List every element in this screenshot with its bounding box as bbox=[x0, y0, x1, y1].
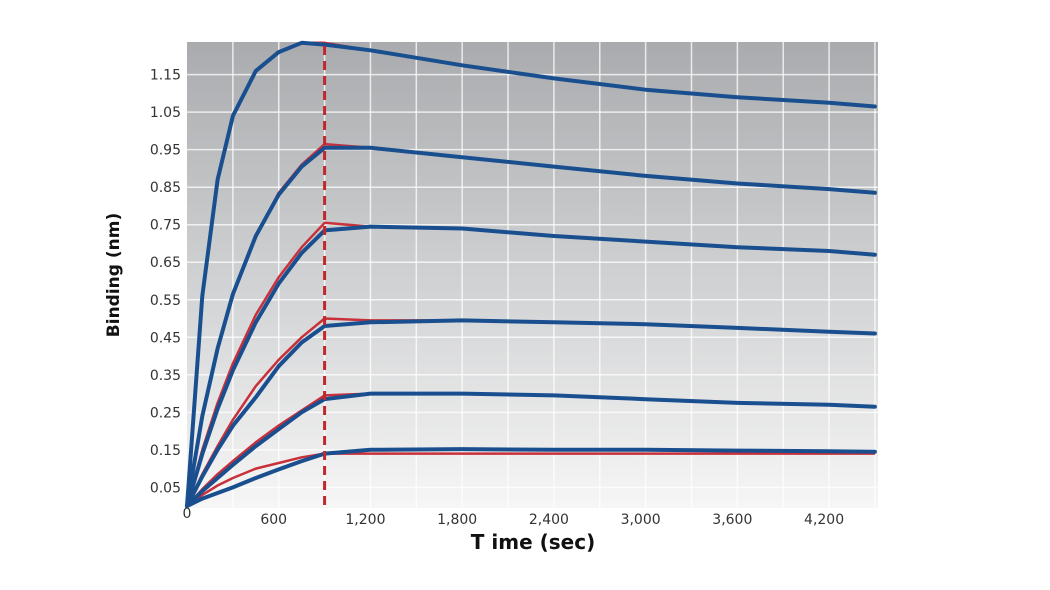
y-tick-label: 0.65 bbox=[150, 255, 181, 271]
y-tick-label: 0.35 bbox=[150, 368, 181, 384]
x-tick-label: 1,200 bbox=[345, 512, 385, 528]
data-curve-4 bbox=[185, 318, 877, 509]
y-tick-label: 0.45 bbox=[150, 330, 181, 346]
x-tick-label: 1,800 bbox=[437, 512, 477, 528]
data-curve-2 bbox=[185, 145, 877, 509]
y-axis-ticks: 0.05 0.15 0.25 0.35 0.45 0.55 0.65 0.75 0.85 0.95… bbox=[150, 68, 181, 497]
x-tick-label: 0 bbox=[183, 506, 192, 522]
y-axis-label: Binding (nm) bbox=[104, 213, 124, 337]
y-tick-label: 0.25 bbox=[150, 405, 181, 421]
x-tick-label: 4,200 bbox=[804, 512, 844, 528]
x-tick-label: 600 bbox=[260, 512, 287, 528]
y-tick-label: 0.55 bbox=[150, 293, 181, 309]
y-tick-label: 1.15 bbox=[150, 68, 181, 84]
x-axis-label: T ime (sec) bbox=[471, 530, 595, 554]
y-tick-label: 0.15 bbox=[150, 443, 181, 459]
data-curve-1 bbox=[185, 40, 877, 509]
x-tick-label: 3,000 bbox=[621, 512, 661, 528]
x-axis-ticks: 0 600 1,200 1,800 2,400 3,000 3,600 4,200 bbox=[183, 506, 845, 528]
x-tick-label: 2,400 bbox=[529, 512, 569, 528]
y-tick-label: 0.85 bbox=[150, 180, 181, 196]
x-tick-label: 3,600 bbox=[712, 512, 752, 528]
y-tick-label: 0.95 bbox=[150, 143, 181, 159]
y-tick-label: 1.05 bbox=[150, 105, 181, 121]
y-tick-label: 0.05 bbox=[150, 480, 181, 496]
y-tick-label: 0.75 bbox=[150, 218, 181, 234]
gridlines bbox=[187, 42, 878, 508]
data-curves bbox=[185, 40, 877, 509]
plot-area bbox=[187, 42, 878, 508]
